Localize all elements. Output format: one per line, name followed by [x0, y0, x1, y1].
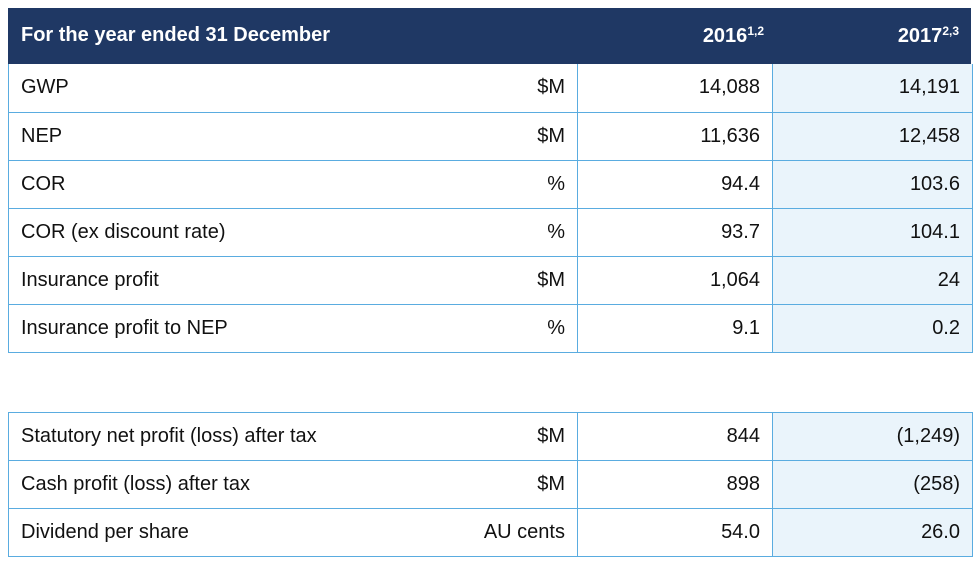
table-row: Insurance profit to NEP % 9.1 0.2	[8, 303, 973, 353]
insurance-metrics-table: GWP $M 14,088 14,191 NEP $M 11,636 12,45…	[8, 64, 973, 353]
value-2016: 93.7	[577, 207, 773, 257]
value-2017: (1,249)	[772, 412, 973, 461]
value-2016: 54.0	[577, 508, 773, 557]
value-2016: 9.1	[577, 303, 773, 353]
row-label: Insurance profit	[8, 255, 480, 305]
table-row: COR % 94.4 103.6	[8, 159, 973, 209]
value-2017: 0.2	[772, 303, 973, 353]
row-unit: $M	[479, 111, 578, 161]
value-2017: 24	[772, 255, 973, 305]
table-row: Dividend per share AU cents 54.0 26.0	[8, 508, 973, 557]
row-unit: %	[479, 207, 578, 257]
value-2016: 844	[577, 412, 773, 461]
table-row: Cash profit (loss) after tax $M 898 (258…	[8, 460, 973, 509]
row-label: COR	[8, 159, 480, 209]
header-year-2016-label: 2016	[702, 25, 748, 47]
row-unit: %	[479, 303, 578, 353]
value-2017: 26.0	[772, 508, 973, 557]
row-unit: %	[479, 159, 578, 209]
value-2016: 94.4	[577, 159, 773, 209]
row-unit: $M	[479, 412, 578, 461]
header-year-2016: 20161,2	[703, 24, 764, 48]
value-2016: 11,636	[577, 111, 773, 161]
table-row: NEP $M 11,636 12,458	[8, 111, 973, 161]
row-unit: AU cents	[479, 508, 578, 557]
header-year-2017: 20172,3	[898, 24, 959, 48]
value-2017: 104.1	[772, 207, 973, 257]
row-label: GWP	[8, 64, 480, 113]
row-label: Insurance profit to NEP	[8, 303, 480, 353]
value-2017: 14,191	[772, 64, 973, 113]
value-2017: 103.6	[772, 159, 973, 209]
table-row: Insurance profit $M 1,064 24	[8, 255, 973, 305]
table-row: COR (ex discount rate) % 93.7 104.1	[8, 207, 973, 257]
value-2016: 1,064	[577, 255, 773, 305]
table-header: For the year ended 31 December 20161,2 2…	[8, 8, 971, 64]
row-unit: $M	[479, 255, 578, 305]
row-label: Cash profit (loss) after tax	[8, 460, 480, 509]
value-2017: (258)	[772, 460, 973, 509]
row-label: COR (ex discount rate)	[8, 207, 480, 257]
row-label: NEP	[8, 111, 480, 161]
header-year-2016-footnote: 1,2	[747, 24, 764, 38]
header-year-2017-footnote: 2,3	[942, 24, 959, 38]
header-year-2017-label: 2017	[897, 25, 943, 47]
table-row: GWP $M 14,088 14,191	[8, 64, 973, 113]
row-unit: $M	[479, 460, 578, 509]
row-unit: $M	[479, 64, 578, 113]
row-label: Statutory net profit (loss) after tax	[8, 412, 480, 461]
table-row: Statutory net profit (loss) after tax $M…	[8, 412, 973, 461]
header-title: For the year ended 31 December	[21, 24, 331, 46]
value-2016: 898	[577, 460, 773, 509]
value-2017: 12,458	[772, 111, 973, 161]
profit-dividend-table: Statutory net profit (loss) after tax $M…	[8, 412, 973, 557]
value-2016: 14,088	[577, 64, 773, 113]
row-label: Dividend per share	[8, 508, 480, 557]
